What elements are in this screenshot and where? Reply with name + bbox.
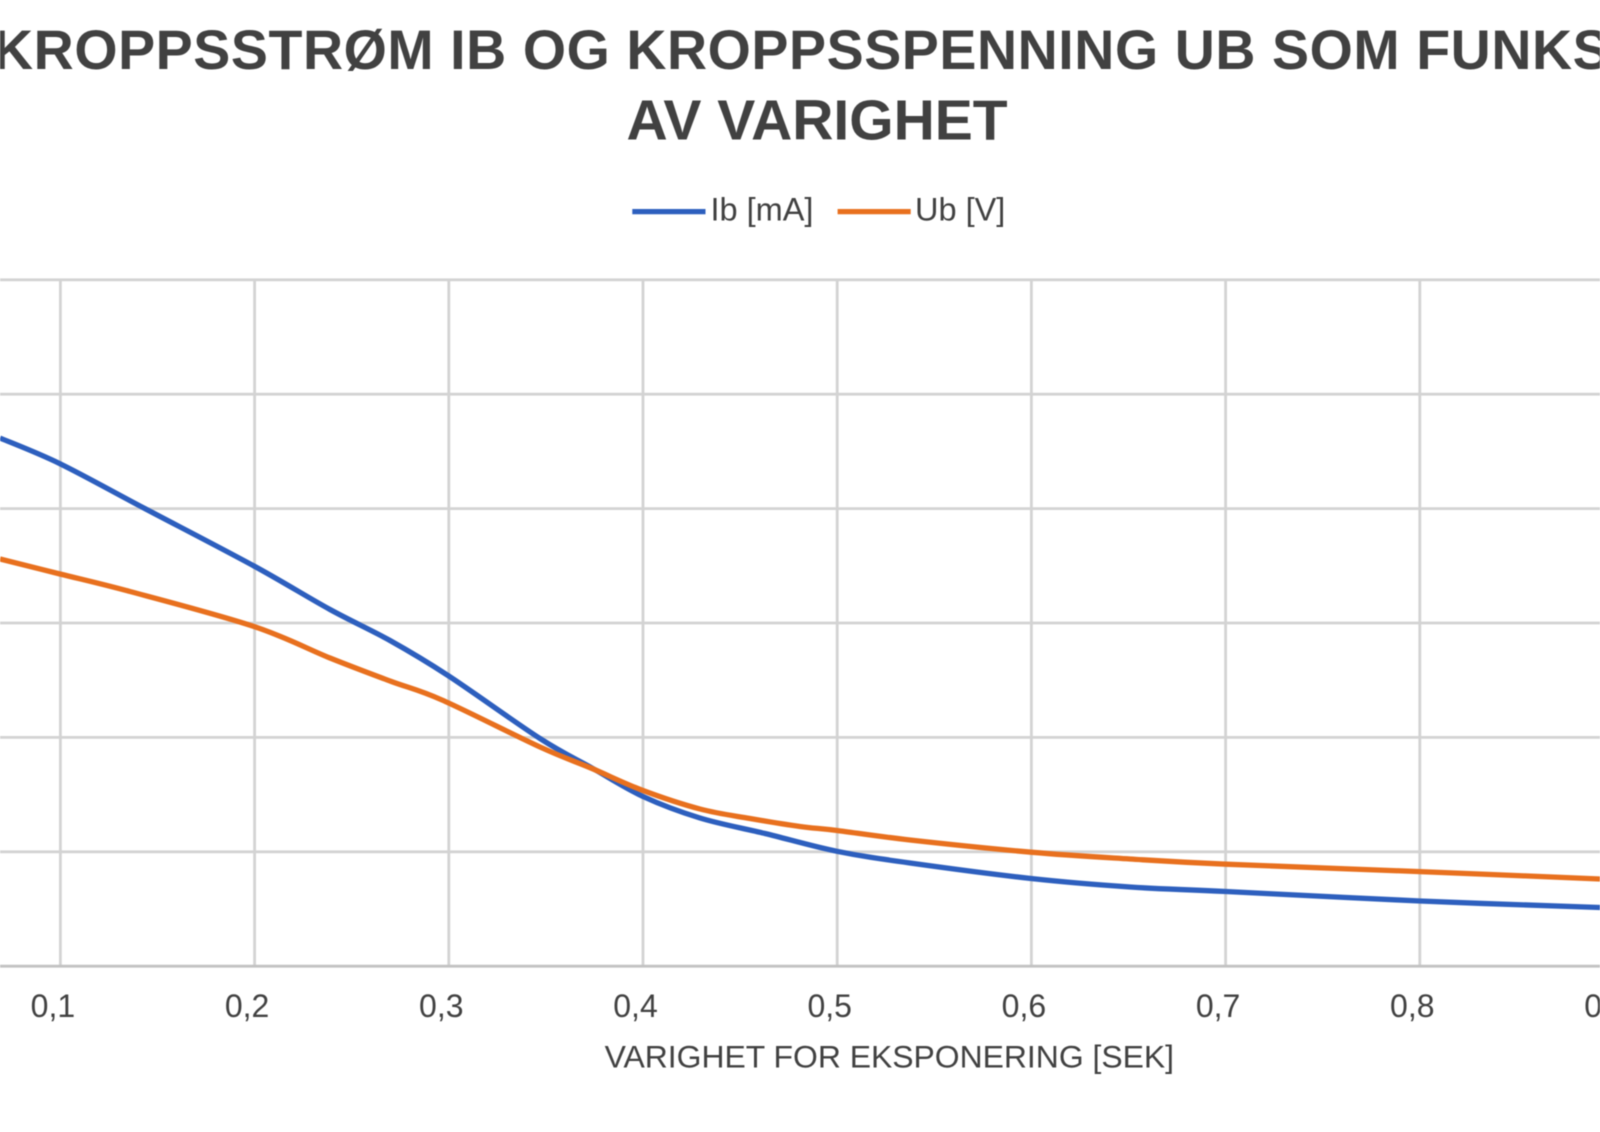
svg-text:AV VARIGHET: AV VARIGHET: [627, 89, 1008, 153]
svg-text:KROPPSSTRØM IB OG KROPPSSPENNI: KROPPSSTRØM IB OG KROPPSSPENNING UB SOM …: [0, 19, 1600, 81]
svg-text:0,5: 0,5: [807, 988, 851, 1024]
svg-text:VARIGHET FOR EKSPONERING [SEK]: VARIGHET FOR EKSPONERING [SEK]: [605, 1039, 1174, 1075]
svg-text:Ub [V]: Ub [V]: [915, 191, 1005, 227]
svg-text:0,2: 0,2: [225, 988, 269, 1024]
svg-text:0,9: 0,9: [1584, 988, 1600, 1024]
svg-text:0,7: 0,7: [1196, 988, 1240, 1024]
svg-text:0,3: 0,3: [419, 988, 463, 1024]
svg-text:0,1: 0,1: [31, 988, 75, 1024]
svg-text:0,8: 0,8: [1390, 988, 1434, 1024]
svg-text:0,6: 0,6: [1002, 988, 1046, 1024]
svg-text:0,4: 0,4: [613, 988, 657, 1024]
svg-text:Ib [mA]: Ib [mA]: [711, 191, 814, 227]
